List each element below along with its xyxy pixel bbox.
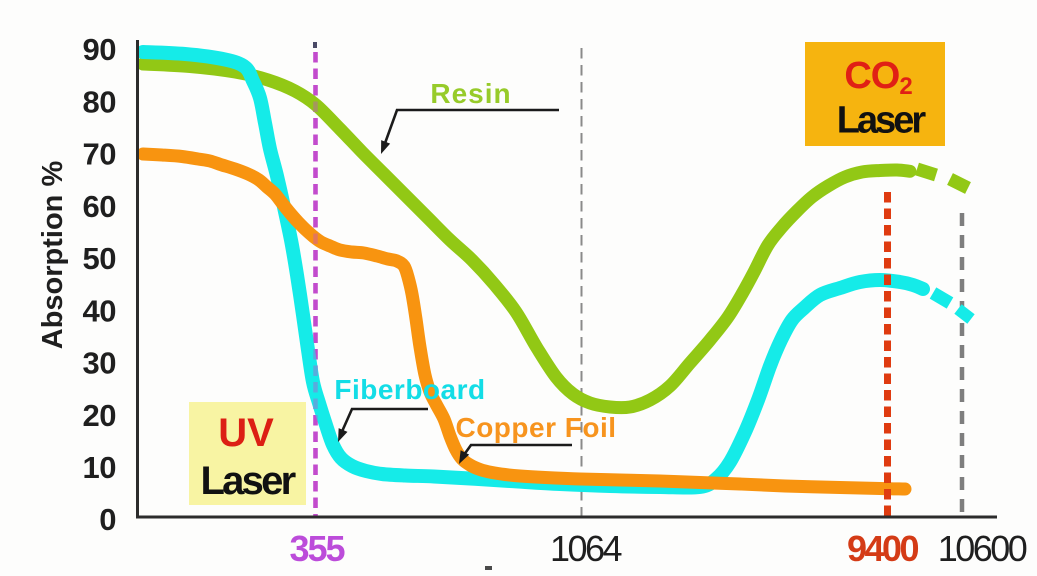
svg-text:Resin: Resin: [430, 78, 511, 109]
svg-text:355: 355: [289, 528, 345, 569]
svg-text:60: 60: [83, 189, 116, 224]
svg-text:90: 90: [83, 32, 116, 67]
svg-text:Absorption %: Absorption %: [37, 161, 69, 350]
svg-text:Laser: Laser: [837, 100, 927, 142]
svg-text:Laser: Laser: [201, 459, 296, 503]
svg-text:UV: UV: [218, 411, 274, 455]
svg-text:9400: 9400: [847, 528, 919, 569]
svg-text:80: 80: [83, 85, 116, 120]
svg-text:0: 0: [99, 502, 116, 537]
svg-text:40: 40: [83, 294, 116, 329]
svg-text:10600: 10600: [938, 528, 1027, 569]
svg-text:Copper Foil: Copper Foil: [455, 412, 616, 443]
svg-text:70: 70: [83, 137, 116, 172]
svg-text:30: 30: [83, 346, 116, 381]
svg-text:10: 10: [83, 450, 116, 485]
svg-text:Fiberboard: Fiberboard: [334, 374, 485, 405]
svg-text:50: 50: [83, 241, 116, 276]
svg-text:20: 20: [83, 398, 116, 433]
svg-text:1064: 1064: [550, 528, 622, 569]
